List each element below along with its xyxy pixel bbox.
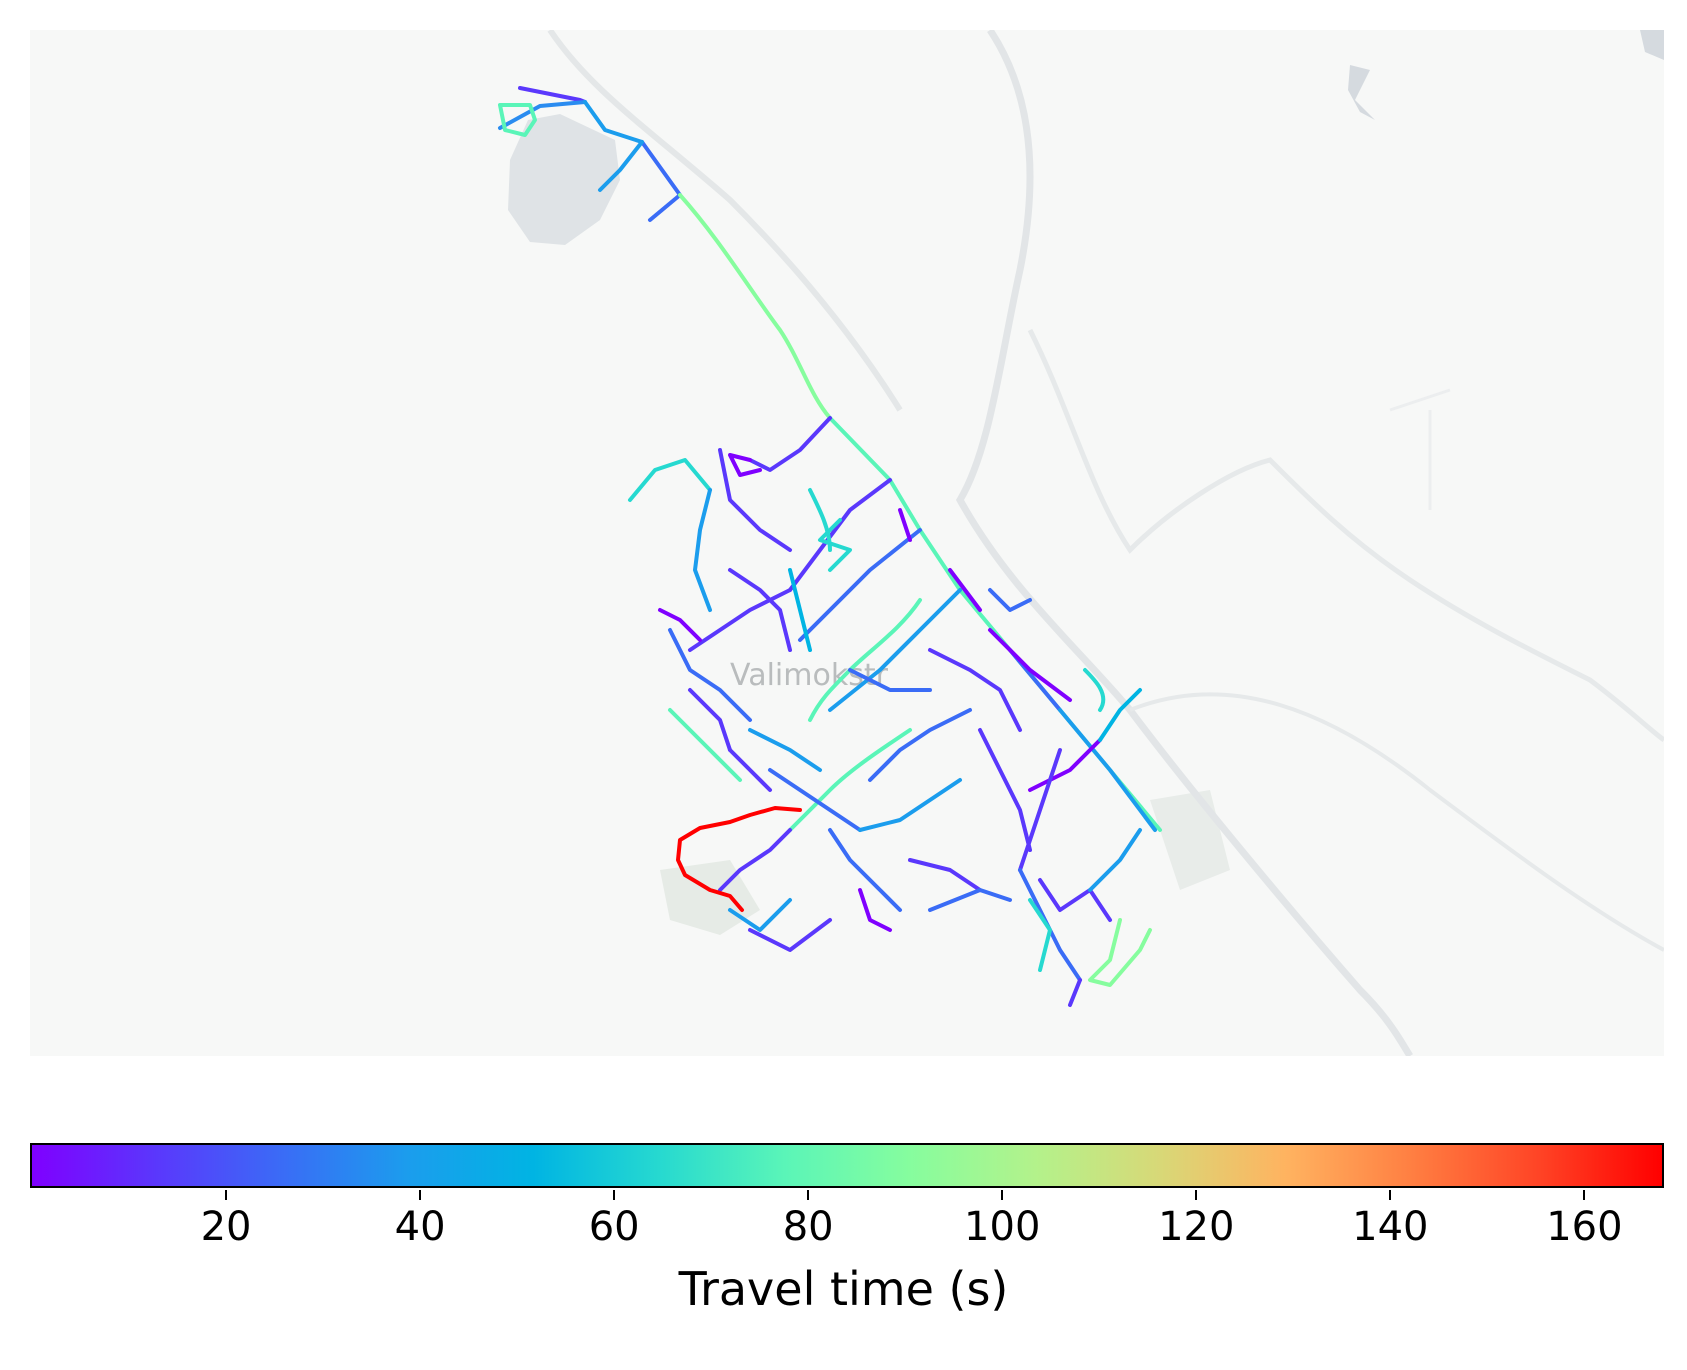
road-segment <box>658 608 702 642</box>
road-segment <box>518 86 587 104</box>
basemap-features <box>508 30 1664 1056</box>
road-segment <box>1018 868 1082 982</box>
colorbar-tick-label: 140 <box>1352 1204 1429 1250</box>
road-segment <box>868 708 972 782</box>
park <box>660 860 760 935</box>
road-segment <box>1018 748 1062 872</box>
road-segment <box>1038 878 1112 922</box>
road-segment-max <box>676 806 802 912</box>
road-segment <box>688 688 732 752</box>
road-segment <box>988 628 1072 702</box>
road-segment <box>628 458 712 502</box>
road-segment <box>728 453 762 477</box>
road-segment <box>848 668 932 692</box>
road-segment <box>788 568 812 652</box>
road-segment <box>768 768 862 832</box>
road-segment <box>648 193 682 222</box>
road-segment <box>828 828 902 912</box>
lake-corner <box>1640 30 1664 60</box>
road-segment <box>598 140 644 192</box>
colorbar-tick-label: 80 <box>782 1204 834 1250</box>
road-segment <box>1088 918 1152 987</box>
colorbar <box>30 1143 1664 1188</box>
road-segment <box>1098 688 1142 742</box>
road-segment <box>583 100 644 144</box>
road-segment <box>748 416 832 472</box>
road-segment <box>718 828 792 892</box>
road-segment <box>718 448 792 552</box>
colorbar-tick <box>1583 1190 1586 1200</box>
road-segment <box>978 728 1032 852</box>
lake-small <box>1348 65 1375 120</box>
road-segment <box>788 478 892 592</box>
road-segment <box>748 728 822 772</box>
road-segment <box>668 708 742 782</box>
colorbar-label: Travel time (s) <box>678 1262 1009 1316</box>
colorbar-tick <box>1001 1190 1004 1200</box>
colorbar-tick <box>1195 1190 1198 1200</box>
road-segment <box>668 628 752 722</box>
road-network-map: Valimokstr <box>498 30 1664 1056</box>
colorbar-tick <box>225 1190 228 1200</box>
road-segment <box>818 518 852 572</box>
road-segment <box>1058 708 1157 832</box>
road-segment <box>798 528 922 642</box>
road-segment <box>788 728 912 832</box>
colorbar-tick <box>807 1190 810 1200</box>
colorbar-tick-label: 100 <box>964 1204 1041 1250</box>
road-segment <box>678 193 832 420</box>
road-segment <box>908 858 982 892</box>
road-network <box>498 86 1162 1007</box>
road-segment <box>898 508 912 542</box>
colorbar-tick <box>419 1190 422 1200</box>
road-segment <box>748 918 832 952</box>
colorbar-tick-label: 20 <box>200 1204 252 1250</box>
colorbar-tick-label: 120 <box>1158 1204 1235 1250</box>
road-segment <box>498 100 587 130</box>
colorbar-tick-label: 160 <box>1546 1204 1623 1250</box>
road-segment <box>858 888 892 932</box>
colorbar-tick-label: 40 <box>394 1204 446 1250</box>
road-segment <box>808 488 832 552</box>
colorbar-tick <box>613 1190 616 1200</box>
colorbar-tick-label: 60 <box>588 1204 640 1250</box>
road-segment <box>640 140 682 197</box>
road-segment <box>928 888 1012 912</box>
road-segment <box>693 488 712 612</box>
colorbar-tick <box>1389 1190 1392 1200</box>
road-segment <box>1068 978 1082 1007</box>
park <box>1150 790 1230 890</box>
colorbar-gradient <box>30 1143 1664 1188</box>
road-segment <box>728 898 792 932</box>
road-segment <box>1028 738 1102 792</box>
road-segment <box>828 588 962 712</box>
road-segment <box>728 748 772 792</box>
road-segment <box>1083 668 1106 712</box>
road-segment <box>948 568 982 612</box>
road-segment <box>1088 828 1142 892</box>
map-area[interactable]: Valimokstr <box>30 30 1664 1056</box>
road-segment <box>928 648 1022 732</box>
road-segment <box>498 103 537 137</box>
road-segment <box>1028 898 1052 972</box>
lake <box>508 114 620 245</box>
road-segment <box>728 568 792 652</box>
road-segment <box>858 778 962 832</box>
road-segment <box>988 588 1032 612</box>
